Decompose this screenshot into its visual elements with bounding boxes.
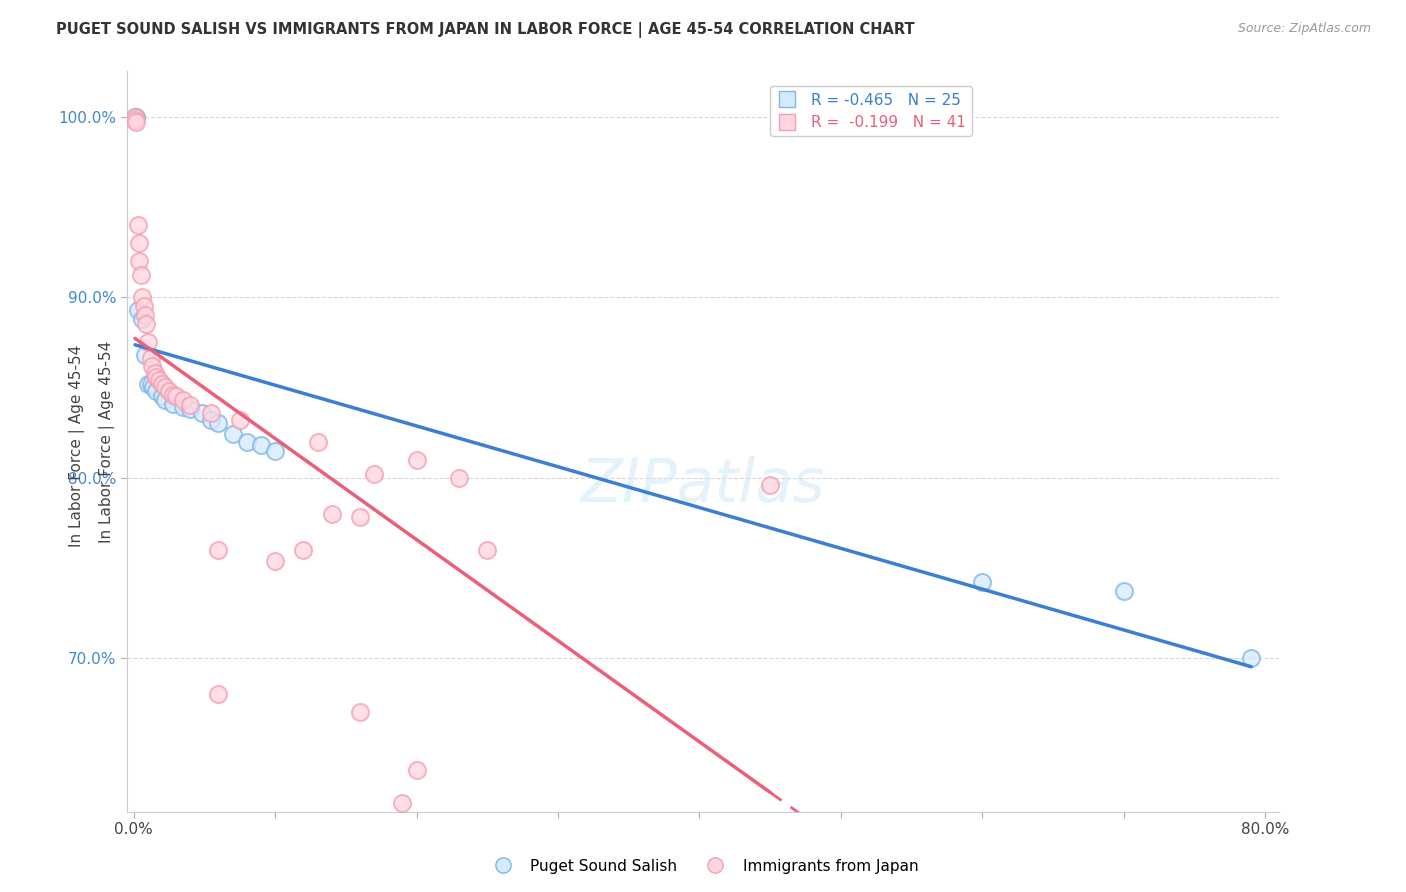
Point [165, 389, 187, 403]
Point [207, 542, 229, 557]
Point [157, 384, 180, 398]
Point [405, 763, 427, 777]
Point [207, 687, 229, 701]
Point [179, 402, 201, 417]
Point [162, 396, 184, 410]
Point [124, 110, 146, 124]
Point [134, 308, 156, 322]
Y-axis label: In Labor Force | Age 45-54: In Labor Force | Age 45-54 [100, 341, 115, 542]
Point [179, 399, 201, 413]
Point [125, 112, 148, 126]
Point [264, 443, 287, 458]
Point [264, 554, 287, 568]
Point [236, 434, 259, 449]
Point [128, 254, 150, 268]
Point [391, 796, 413, 810]
Point [143, 366, 166, 380]
Point [405, 452, 427, 467]
Point [139, 351, 162, 366]
Point [150, 376, 173, 391]
Point [250, 438, 273, 452]
Point [145, 384, 167, 398]
Text: Source: ZipAtlas.com: Source: ZipAtlas.com [1237, 22, 1371, 36]
Point [221, 427, 243, 442]
Point [200, 406, 222, 420]
Point [349, 510, 371, 524]
Point [153, 392, 176, 407]
Point [131, 311, 153, 326]
Point [153, 380, 176, 394]
Point [200, 413, 222, 427]
Point [134, 348, 156, 362]
Point [207, 417, 229, 431]
Point [759, 478, 782, 492]
Point [292, 542, 315, 557]
Legend: Puget Sound Salish, Immigrants from Japan: Puget Sound Salish, Immigrants from Japa… [481, 853, 925, 880]
Point [162, 387, 184, 401]
Point [321, 507, 343, 521]
Point [150, 389, 173, 403]
Point [139, 376, 162, 391]
Point [172, 401, 194, 415]
Point [148, 373, 170, 387]
Point [128, 235, 150, 250]
Point [349, 706, 371, 720]
Point [363, 467, 385, 481]
Point [145, 369, 167, 384]
Point [142, 380, 165, 394]
Point [1240, 651, 1263, 665]
Point [129, 268, 152, 283]
Point [307, 434, 329, 449]
Point [127, 218, 149, 232]
Point [141, 359, 163, 373]
Point [135, 317, 157, 331]
Point [132, 299, 155, 313]
Point [131, 290, 153, 304]
Point [477, 542, 499, 557]
Point [190, 406, 212, 420]
Text: In Labor Force | Age 45-54: In Labor Force | Age 45-54 [69, 345, 86, 547]
Point [124, 113, 146, 128]
Text: ZIPatlas: ZIPatlas [581, 457, 825, 516]
Point [172, 392, 194, 407]
Point [136, 376, 159, 391]
Point [127, 302, 149, 317]
Point [228, 413, 250, 427]
Point [124, 110, 146, 124]
Point [1112, 584, 1135, 599]
Point [125, 115, 148, 129]
Point [136, 335, 159, 350]
Legend: R = -0.465   N = 25, R =  -0.199   N = 41: R = -0.465 N = 25, R = -0.199 N = 41 [770, 87, 972, 136]
Point [972, 575, 994, 590]
Point [447, 470, 470, 484]
Point [125, 110, 148, 124]
Text: PUGET SOUND SALISH VS IMMIGRANTS FROM JAPAN IN LABOR FORCE | AGE 45-54 CORRELATI: PUGET SOUND SALISH VS IMMIGRANTS FROM JA… [56, 22, 915, 38]
